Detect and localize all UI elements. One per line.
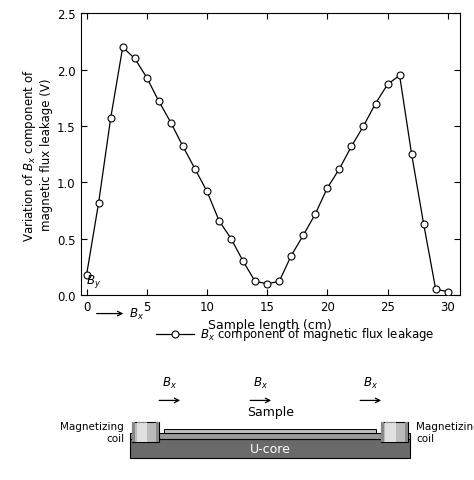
X-axis label: Sample length (cm): Sample length (cm) xyxy=(208,319,332,332)
Bar xyxy=(130,433,410,439)
Text: $B_x$ component of magnetic flux leakage: $B_x$ component of magnetic flux leakage xyxy=(200,325,435,343)
Bar xyxy=(156,422,159,442)
Text: Sample: Sample xyxy=(246,406,294,419)
Text: Magnetizing
coil: Magnetizing coil xyxy=(61,421,124,443)
Bar xyxy=(137,422,147,442)
Text: $B_y$: $B_y$ xyxy=(86,273,101,290)
Bar xyxy=(405,422,408,442)
Bar xyxy=(132,422,159,442)
Bar xyxy=(132,422,135,442)
Bar xyxy=(381,422,384,442)
Bar xyxy=(381,422,408,442)
Y-axis label: Variation of $B_x$ component of
magnetic flux leakage (V): Variation of $B_x$ component of magnetic… xyxy=(21,69,53,241)
Text: $B_x$: $B_x$ xyxy=(253,376,268,391)
Bar xyxy=(164,429,376,433)
Text: $B_x$: $B_x$ xyxy=(129,306,144,322)
Text: U-core: U-core xyxy=(250,442,291,455)
Text: Magnetizing
coil: Magnetizing coil xyxy=(416,421,474,443)
Text: $B_x$: $B_x$ xyxy=(162,376,177,391)
Text: $B_x$: $B_x$ xyxy=(363,376,378,391)
Bar xyxy=(385,422,396,442)
Bar xyxy=(130,439,410,458)
